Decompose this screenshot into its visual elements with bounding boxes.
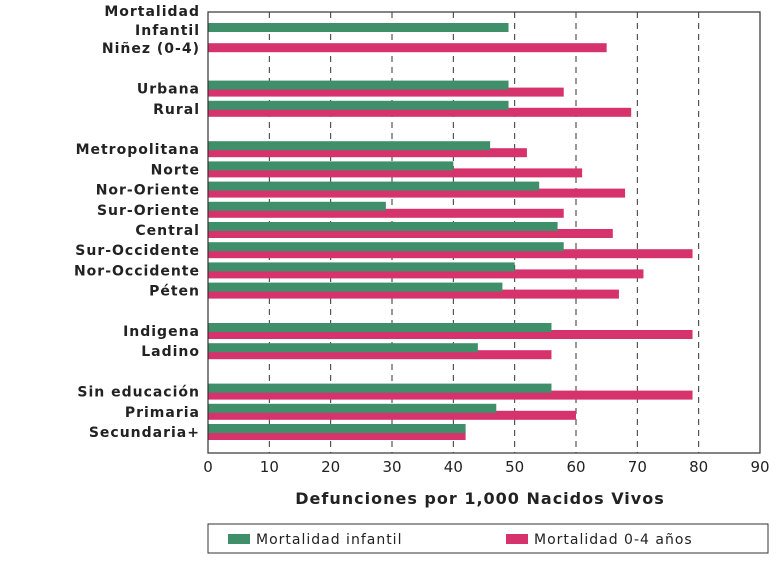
x-tick-label: 70 (628, 458, 647, 476)
bars (208, 23, 693, 440)
bar-mortalidad-infantil-nor-oriente (208, 181, 540, 191)
legend-label-mortalidad-0-4: Mortalidad 0-4 años (534, 532, 693, 548)
x-tick-label: 0 (203, 458, 213, 476)
bar-mortalidad-0-4-primaria (208, 410, 576, 420)
legend-swatch-mortalidad-0-4 (506, 534, 528, 544)
x-tick-label: 50 (505, 458, 524, 476)
bar-mortalidad-infantil-mortalidad-infantil (208, 23, 509, 32)
category-label-urbana: Urbana (137, 82, 200, 98)
x-tick-label: 90 (750, 458, 769, 476)
bar-mortalidad-infantil-ladino (208, 343, 478, 353)
category-label-sin-educacion: Sin educación (77, 385, 200, 401)
x-tick-label: 20 (321, 458, 340, 476)
legend-label-mortalidad-infantil: Mortalidad infantil (256, 532, 402, 548)
bar-mortalidad-0-4-ninez-0-4 (208, 43, 607, 53)
bar-mortalidad-0-4-urbana (208, 87, 564, 97)
x-tick-label: 10 (260, 458, 279, 476)
plot-frame (207, 11, 761, 454)
category-label-norte: Norte (151, 162, 200, 178)
category-label-rural: Rural (153, 102, 200, 118)
bar-mortalidad-0-4-ladino (208, 350, 552, 360)
bar-mortalidad-0-4-sur-occidente (208, 249, 693, 259)
bar-mortalidad-0-4-metropolitana (208, 148, 527, 158)
x-tick-label: 60 (566, 458, 585, 476)
x-axis-title: Defunciones por 1,000 Nacidos Vivos (295, 489, 664, 508)
x-tick-label: 30 (382, 458, 401, 476)
category-label-metropolitana: Metropolitana (76, 142, 200, 158)
category-label-sur-occidente: Sur-Occidente (75, 243, 200, 259)
bar-mortalidad-infantil-rural (208, 100, 509, 110)
bar-mortalidad-infantil-sur-occidente (208, 242, 564, 252)
bar-mortalidad-infantil-sur-oriente (208, 201, 386, 211)
bar-mortalidad-0-4-secundaria (208, 431, 466, 440)
bar-mortalidad-0-4-sin-educacion (208, 390, 693, 400)
bar-mortalidad-infantil-norte (208, 161, 454, 171)
bar-mortalidad-infantil-metropolitana (208, 141, 491, 151)
bar-mortalidad-0-4-nor-occidente (208, 269, 644, 279)
category-label-sur-oriente: Sur-Oriente (97, 203, 200, 219)
bar-mortalidad-infantil-primaria (208, 403, 497, 413)
bar-mortalidad-infantil-indigena (208, 323, 552, 332)
bar-mortalidad-0-4-central (208, 229, 613, 238)
bar-mortalidad-infantil-sin-educacion (208, 383, 552, 393)
category-label-central: Central (135, 223, 200, 239)
category-label-mortalidad-infantil-line2: Infantil (135, 23, 200, 39)
category-label-mortalidad-infantil-line1: Mortalidad (104, 4, 200, 20)
category-label-nor-occidente: Nor-Occidente (74, 263, 200, 279)
legend-swatch-mortalidad-infantil (228, 534, 250, 544)
category-labels: Mortalidad Infantil Niñez (0-4) Urbana Rural… (74, 4, 200, 441)
bar-mortalidad-infantil-secundaria (208, 424, 466, 433)
legend-box (207, 523, 769, 554)
bar-mortalidad-0-4-indigena (208, 330, 693, 339)
bar-mortalidad-0-4-sur-oriente (208, 208, 564, 218)
category-label-secundaria: Secundaria+ (89, 425, 200, 441)
bar-mortalidad-infantil-peten (208, 282, 503, 292)
bar-mortalidad-infantil-urbana (208, 80, 509, 90)
bar-mortalidad-0-4-nor-oriente (208, 188, 626, 198)
bar-mortalidad-0-4-norte (208, 168, 583, 178)
legend: Mortalidad infantil Mortalidad 0-4 años (207, 523, 769, 554)
bar-mortalidad-infantil-central (208, 222, 558, 231)
x-tick-labels: 0 10 20 30 40 50 60 70 80 90 (203, 458, 769, 476)
category-label-peten: Péten (149, 284, 200, 300)
category-label-indigena: Indigena (123, 324, 200, 340)
category-label-primaria: Primaria (125, 405, 200, 421)
bar-mortalidad-0-4-peten (208, 289, 619, 299)
category-label-ladino: Ladino (141, 344, 200, 360)
bar-mortalidad-0-4-rural (208, 107, 632, 117)
bar-mortalidad-infantil-nor-occidente (208, 262, 515, 272)
plot-border (207, 11, 761, 454)
x-tick-label: 40 (444, 458, 463, 476)
category-label-nor-oriente: Nor-Oriente (96, 183, 200, 199)
x-tick-label: 80 (689, 458, 708, 476)
category-label-ninez-0-4: Niñez (0-4) (102, 41, 200, 57)
